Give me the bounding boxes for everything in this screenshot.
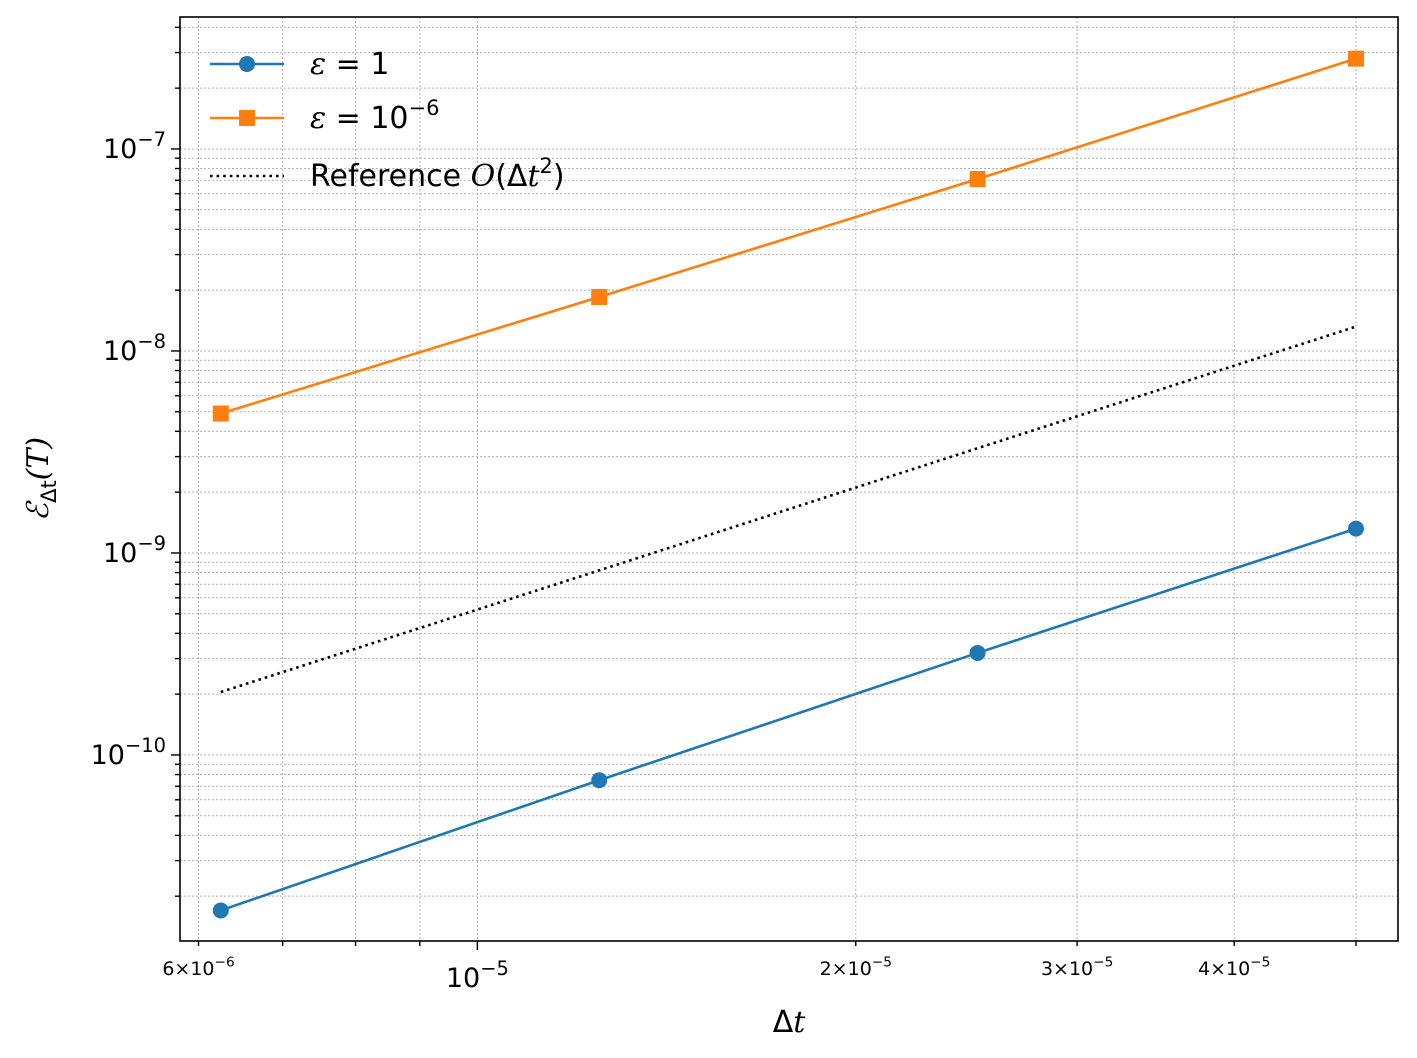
y-tick-label-exponent: −9 bbox=[137, 532, 166, 555]
x-tick-label-base: 3×10 bbox=[1041, 958, 1093, 980]
x-tick-label-base: 4×10 bbox=[1198, 958, 1250, 980]
y-tick-label: 10−9 bbox=[103, 532, 166, 569]
x-tick-label-exponent: −5 bbox=[480, 957, 509, 980]
x-tick-label: 10−5 bbox=[446, 957, 509, 994]
series-line bbox=[220, 527, 1357, 912]
x-tick-label-exponent: −5 bbox=[1093, 954, 1113, 970]
series-line bbox=[220, 325, 1357, 694]
legend-label-var: t bbox=[527, 159, 540, 194]
legend-label-var: ε bbox=[310, 47, 326, 82]
y-tick-label-exponent: −10 bbox=[125, 734, 166, 757]
y-axis-label-symbol: ℰ bbox=[21, 500, 56, 521]
legend-label-text: ) bbox=[553, 159, 565, 194]
x-tick-label-base: 10 bbox=[446, 963, 480, 994]
data-point bbox=[969, 644, 986, 661]
data-point bbox=[1347, 520, 1364, 537]
x-tick-label-exponent: −5 bbox=[872, 954, 892, 970]
x-tick-label-base: 6×10 bbox=[162, 958, 214, 980]
data-point bbox=[212, 902, 229, 919]
y-axis-label-text: ℰΔt(T) bbox=[21, 437, 61, 521]
data-point bbox=[591, 288, 608, 305]
legend-label-text: (Δ bbox=[495, 159, 528, 194]
data-point bbox=[591, 772, 608, 789]
series-line bbox=[220, 57, 1357, 415]
x-axis-label-delta: Δ bbox=[773, 1005, 794, 1040]
legend-label-var: ε bbox=[310, 101, 326, 136]
ticks: 6×10−610−5 2×10−5 3×10−5 4×10−510−1010−910−… bbox=[91, 26, 1357, 994]
y-tick-label-base: 10 bbox=[91, 740, 125, 771]
y-tick-label: 10−7 bbox=[103, 128, 166, 165]
legend-label-var: O bbox=[471, 159, 496, 194]
y-axis-label-arg: (T) bbox=[21, 437, 56, 480]
x-tick-label: 6×10−6 bbox=[162, 954, 234, 980]
x-tick-label: 4×10−5 bbox=[1198, 954, 1270, 980]
x-tick-label: 3×10−5 bbox=[1041, 954, 1113, 980]
plot-frame bbox=[179, 16, 1399, 942]
data-point bbox=[212, 405, 229, 422]
y-tick-label-exponent: −7 bbox=[137, 128, 166, 151]
legend-label-exponent: −6 bbox=[409, 96, 440, 120]
x-tick-label: 2×10−5 bbox=[820, 954, 892, 980]
x-tick-label-exponent: −6 bbox=[215, 954, 235, 970]
legend-label: Reference O(Δt2) bbox=[310, 154, 565, 194]
legend-label: ε = 1 bbox=[310, 47, 389, 82]
y-tick-label-base: 10 bbox=[103, 538, 137, 569]
y-axis-label-subscript: Δt bbox=[37, 480, 61, 503]
legend-marker bbox=[239, 110, 255, 126]
y-tick-label-base: 10 bbox=[103, 336, 137, 367]
data-point bbox=[1347, 50, 1364, 67]
x-tick-label-exponent: −5 bbox=[1250, 954, 1270, 970]
legend-label-exponent: 2 bbox=[540, 154, 553, 178]
data-point bbox=[969, 171, 986, 188]
legend-marker bbox=[239, 56, 255, 72]
y-tick-label-base: 10 bbox=[103, 134, 137, 165]
legend-label: ε = 10−6 bbox=[310, 96, 439, 136]
legend-label-text: Reference bbox=[310, 159, 471, 194]
x-tick-label-base: 2×10 bbox=[820, 958, 872, 980]
y-axis-label: ℰΔt(T) bbox=[21, 437, 61, 521]
x-axis-label: Δt bbox=[773, 1005, 807, 1040]
x-axis-label-var: t bbox=[793, 1005, 806, 1040]
legend-label-text: = 10 bbox=[326, 101, 408, 136]
y-tick-label: 10−10 bbox=[91, 734, 166, 771]
grid bbox=[180, 17, 1398, 941]
y-tick-label-exponent: −8 bbox=[137, 330, 166, 353]
legend-label-text: = 1 bbox=[326, 47, 389, 82]
y-tick-label: 10−8 bbox=[103, 330, 166, 367]
series-layer bbox=[212, 50, 1364, 919]
